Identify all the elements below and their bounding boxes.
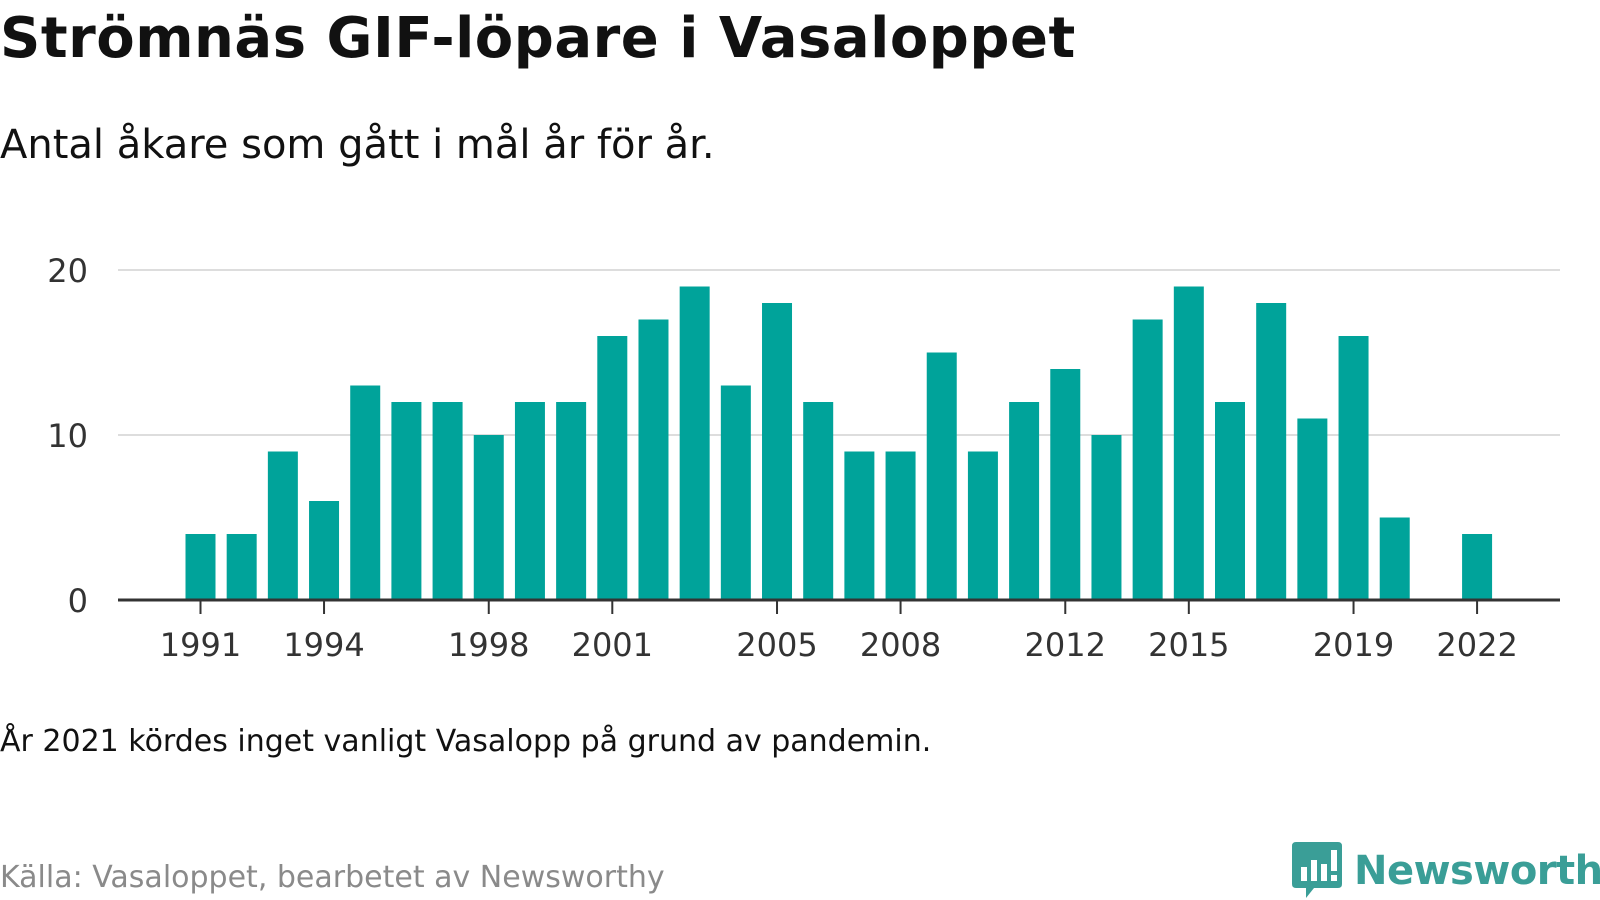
x-tick-label-2019: 2019 (1313, 626, 1394, 664)
bar-1993 (267, 451, 298, 600)
bar-2020 (1379, 517, 1410, 600)
bar-2012 (1050, 369, 1081, 600)
bar-2018 (1297, 418, 1328, 600)
bar-2008 (885, 451, 916, 600)
x-tick-label-1998: 1998 (448, 626, 529, 664)
bar-1997 (432, 402, 463, 600)
bar-2000 (556, 402, 587, 600)
y-tick-label-10: 10 (47, 417, 88, 455)
bar-2010 (967, 451, 998, 600)
y-tick-label-20: 20 (47, 252, 88, 290)
x-tick-label-2001: 2001 (572, 626, 653, 664)
bar-1999 (514, 402, 545, 600)
y-tick-label-0: 0 (68, 582, 88, 620)
x-tick-label-2022: 2022 (1436, 626, 1517, 664)
bar-2019 (1338, 336, 1369, 600)
bar-2013 (1091, 435, 1122, 600)
chart-title: Strömnäs GIF-löpare i Vasaloppet (0, 6, 1076, 71)
bar-2007 (844, 451, 875, 600)
x-tick-label-2012: 2012 (1025, 626, 1106, 664)
x-tick-label-2015: 2015 (1148, 626, 1229, 664)
y-axis-labels: 0 10 20 (47, 252, 88, 620)
bar-2022 (1462, 534, 1493, 600)
bar-2002 (638, 319, 669, 600)
newsworthy-logo[interactable]: Newsworthy (1292, 842, 1600, 900)
x-tick-label-2005: 2005 (736, 626, 817, 664)
bar-1992 (226, 534, 257, 600)
bar-2003 (679, 286, 710, 600)
source-credit: Källa: Vasaloppet, bearbetet av Newswort… (0, 860, 665, 895)
bar-2015 (1173, 286, 1204, 600)
bar-2017 (1256, 303, 1287, 600)
x-axis (118, 598, 1560, 614)
footnote: År 2021 kördes inget vanligt Vasalopp på… (0, 724, 932, 759)
brand-name: Newsworthy (1354, 848, 1600, 894)
bar-2009 (926, 352, 957, 600)
bar-2006 (803, 402, 834, 600)
bar-chart-bubble-icon (1292, 842, 1342, 898)
bar-1996 (391, 402, 422, 600)
bar-1998 (473, 435, 504, 600)
bar-1994 (309, 501, 340, 600)
bar-2001 (597, 336, 628, 600)
bar-2011 (1009, 402, 1040, 600)
x-tick-label-2008: 2008 (860, 626, 941, 664)
x-axis-labels: 1991 1994 1998 2001 2005 2008 2012 2015 2019 2022 (160, 626, 1518, 664)
bar-1991 (185, 534, 216, 600)
bar-2016 (1215, 402, 1245, 600)
x-tick-label-1991: 1991 (160, 626, 241, 664)
bar-chart: 0 10 20 1991 1994 1998 2001 2005 2008 2012 2015 20… (47, 252, 1560, 664)
x-tick-label-1994: 1994 (283, 626, 364, 664)
bar-2005 (762, 303, 793, 600)
bars (185, 286, 1493, 600)
bar-2014 (1132, 319, 1163, 600)
chart-subtitle: Antal åkare som gått i mål år för år. (0, 122, 715, 168)
bar-2004 (720, 385, 751, 600)
bar-1995 (350, 385, 381, 600)
